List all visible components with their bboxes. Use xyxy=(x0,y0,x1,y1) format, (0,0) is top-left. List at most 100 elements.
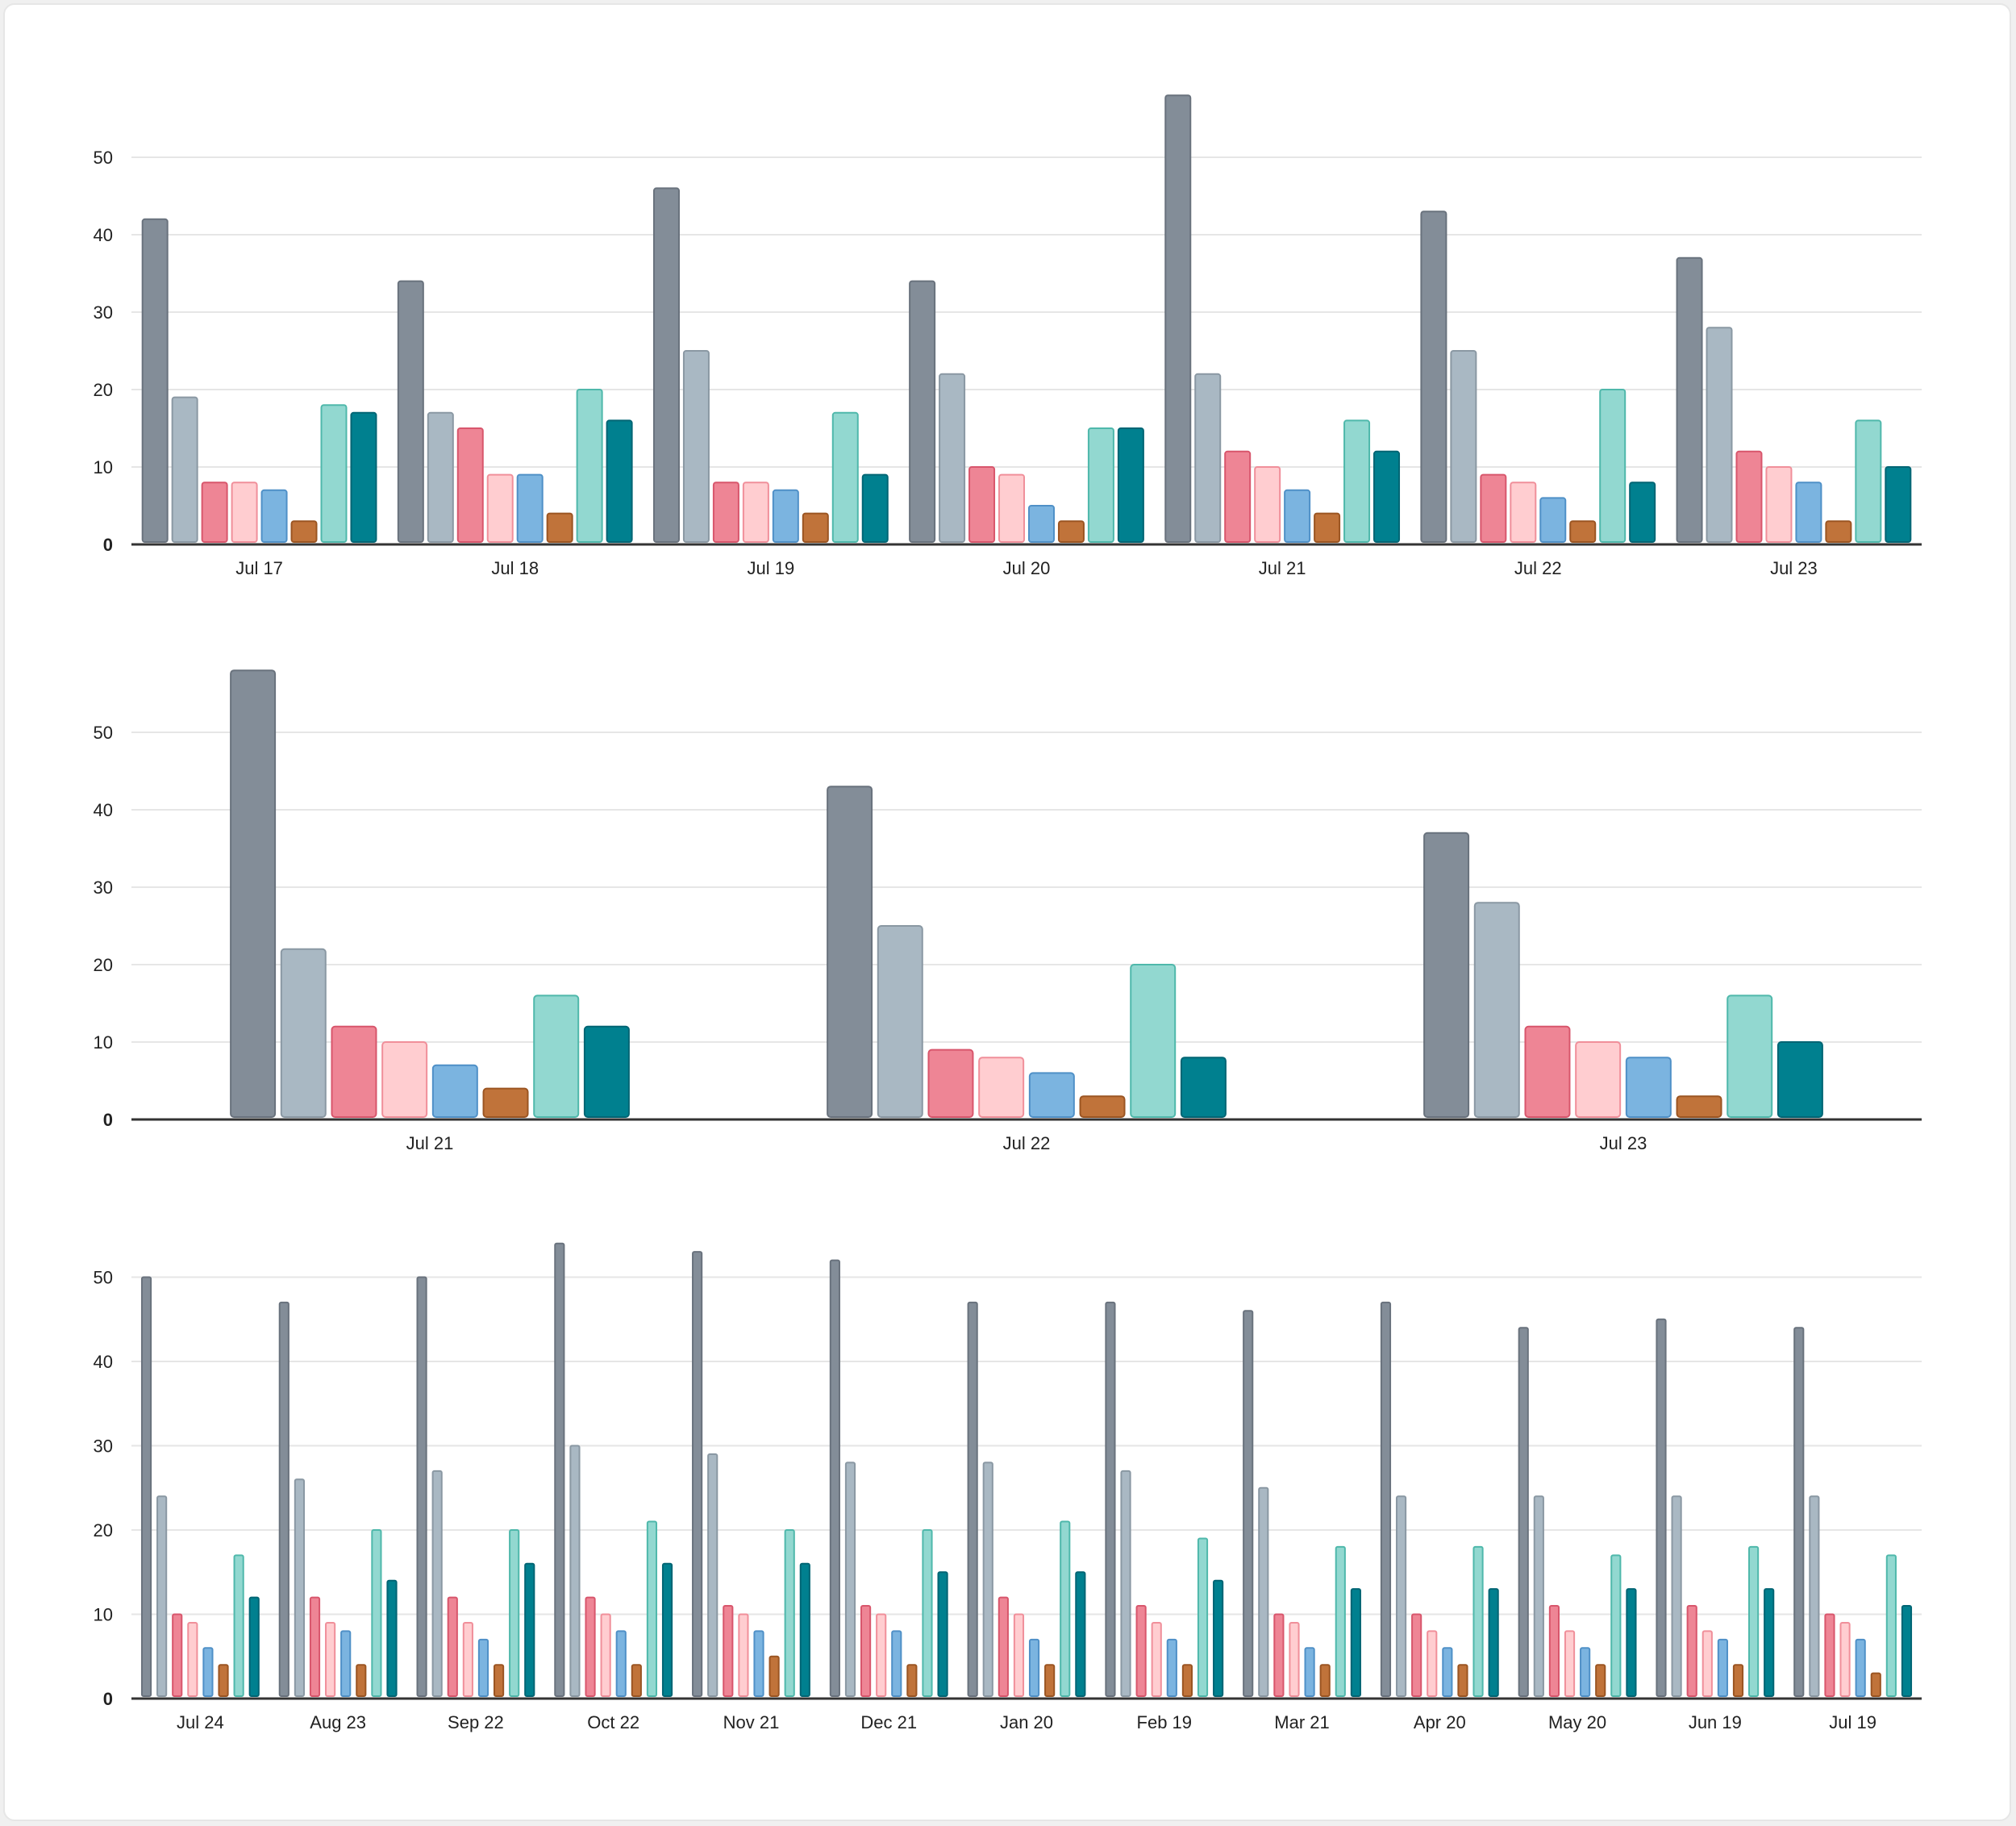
bar xyxy=(1243,1310,1254,1698)
x-tick-label: Jul 17 xyxy=(235,558,283,578)
bar xyxy=(1028,1638,1040,1697)
bar xyxy=(493,1664,505,1698)
bar xyxy=(309,1596,321,1698)
bar xyxy=(998,1596,1009,1698)
bar xyxy=(1194,373,1222,543)
bar xyxy=(456,427,484,543)
bar xyxy=(331,1025,377,1118)
bar xyxy=(371,1529,382,1697)
bar xyxy=(233,1554,244,1697)
bar xyxy=(516,473,544,543)
bar xyxy=(906,1664,918,1698)
x-tick-label: Apr 20 xyxy=(1414,1712,1466,1732)
bar xyxy=(569,1445,581,1697)
bar xyxy=(1626,1588,1637,1697)
bar xyxy=(1656,1318,1667,1697)
bar xyxy=(431,1470,443,1697)
bar xyxy=(1764,1588,1775,1697)
bar xyxy=(860,1605,872,1697)
bar xyxy=(1135,1605,1147,1697)
bar xyxy=(1533,1495,1544,1698)
bar xyxy=(381,1041,428,1118)
bar xyxy=(1395,1495,1407,1698)
bar xyxy=(1885,1554,1897,1697)
bar xyxy=(1676,256,1703,544)
bar xyxy=(1254,466,1281,543)
bar xyxy=(156,1495,168,1698)
bar xyxy=(1855,419,1882,543)
bar xyxy=(1809,1495,1820,1698)
y-tick-label: 50 xyxy=(94,723,113,743)
bar xyxy=(1044,1664,1056,1698)
bar xyxy=(340,1630,352,1698)
bar xyxy=(909,280,936,543)
bar xyxy=(829,1259,840,1698)
y-tick-label: 10 xyxy=(94,1032,113,1053)
bar xyxy=(140,1276,152,1697)
bar xyxy=(1423,832,1470,1119)
bar xyxy=(386,1579,398,1698)
bar xyxy=(1373,450,1401,543)
bar xyxy=(397,280,424,543)
x-tick-label: Jul 19 xyxy=(1829,1712,1876,1732)
bar xyxy=(1343,419,1371,543)
bar xyxy=(1732,1664,1744,1698)
bar xyxy=(707,1453,719,1697)
y-tick-label: 20 xyxy=(94,1520,113,1540)
bar xyxy=(1548,1605,1560,1697)
bar xyxy=(350,411,377,543)
bar xyxy=(831,411,859,543)
bar xyxy=(1213,1579,1224,1698)
bar xyxy=(1765,466,1793,543)
bar xyxy=(356,1664,367,1698)
bar xyxy=(1057,520,1085,544)
bar xyxy=(1075,1571,1086,1697)
bar xyxy=(1629,482,1656,544)
bar xyxy=(524,1562,535,1697)
bar xyxy=(1273,1613,1285,1697)
y-tick-label: 50 xyxy=(94,1268,113,1288)
bar xyxy=(891,1630,902,1698)
bar xyxy=(1870,1672,1881,1698)
bar xyxy=(1319,1664,1331,1698)
bar xyxy=(768,1655,780,1697)
bar xyxy=(1442,1647,1453,1697)
bar xyxy=(294,1478,305,1697)
bar xyxy=(1488,1588,1499,1697)
recent-days-bar-chart: 0 10 20 30 40 50 Jul 21 Jul 22 Jul 23 xyxy=(94,669,1922,1153)
bar xyxy=(290,520,318,544)
y-tick-label: 0 xyxy=(103,1689,113,1709)
bar xyxy=(280,948,327,1118)
bar xyxy=(1839,1621,1851,1698)
x-tick-label: Jul 22 xyxy=(1003,1133,1051,1153)
bar xyxy=(1314,512,1341,543)
bar xyxy=(1180,1057,1227,1119)
bar xyxy=(1120,1470,1131,1697)
bar xyxy=(231,482,258,544)
bar xyxy=(1411,1613,1422,1697)
x-tick-label: Mar 21 xyxy=(1274,1712,1329,1732)
bar xyxy=(248,1596,260,1698)
bar xyxy=(1735,450,1763,543)
bar xyxy=(1473,902,1520,1118)
x-tick-label: Jul 23 xyxy=(1770,558,1818,578)
bar xyxy=(1472,1545,1484,1697)
bar xyxy=(1599,389,1627,543)
bar xyxy=(447,1596,458,1698)
bar xyxy=(1671,1495,1682,1698)
x-tick-label: Oct 22 xyxy=(587,1712,639,1732)
bar xyxy=(583,1025,630,1118)
bar xyxy=(1420,211,1447,543)
bar xyxy=(876,1613,887,1697)
x-tick-label: Jul 21 xyxy=(406,1133,454,1153)
bar xyxy=(576,389,603,543)
bar xyxy=(1450,350,1477,543)
bar xyxy=(416,1276,427,1697)
bar xyxy=(1539,497,1567,544)
bar xyxy=(1625,1057,1672,1119)
bar xyxy=(486,473,514,543)
x-tick-label: Sep 22 xyxy=(448,1712,504,1732)
bar xyxy=(1686,1605,1697,1697)
y-tick-label: 40 xyxy=(94,1352,113,1372)
bar xyxy=(1855,1638,1866,1697)
